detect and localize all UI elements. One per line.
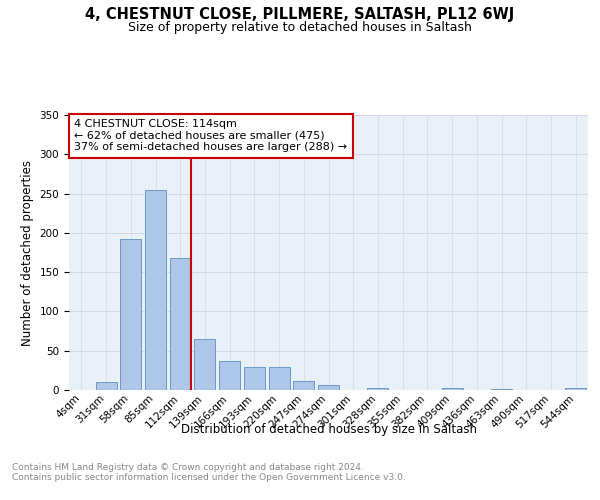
Bar	[293, 382, 314, 390]
Text: 4 CHESTNUT CLOSE: 114sqm
← 62% of detached houses are smaller (475)
37% of semi-: 4 CHESTNUT CLOSE: 114sqm ← 62% of detach…	[74, 119, 347, 152]
Bar	[491, 389, 512, 390]
Bar	[170, 258, 191, 390]
Text: Contains HM Land Registry data © Crown copyright and database right 2024.
Contai: Contains HM Land Registry data © Crown c…	[12, 462, 406, 482]
Bar	[442, 388, 463, 390]
Y-axis label: Number of detached properties: Number of detached properties	[21, 160, 34, 346]
Bar	[194, 339, 215, 390]
Text: 4, CHESTNUT CLOSE, PILLMERE, SALTASH, PL12 6WJ: 4, CHESTNUT CLOSE, PILLMERE, SALTASH, PL…	[85, 8, 515, 22]
Text: Size of property relative to detached houses in Saltash: Size of property relative to detached ho…	[128, 21, 472, 34]
Bar	[145, 190, 166, 390]
Bar	[244, 367, 265, 390]
Bar	[269, 367, 290, 390]
Bar	[318, 386, 339, 390]
Bar	[219, 361, 240, 390]
Bar	[120, 239, 141, 390]
Text: Distribution of detached houses by size in Saltash: Distribution of detached houses by size …	[181, 422, 477, 436]
Bar	[367, 388, 388, 390]
Bar	[565, 388, 586, 390]
Bar	[95, 382, 116, 390]
